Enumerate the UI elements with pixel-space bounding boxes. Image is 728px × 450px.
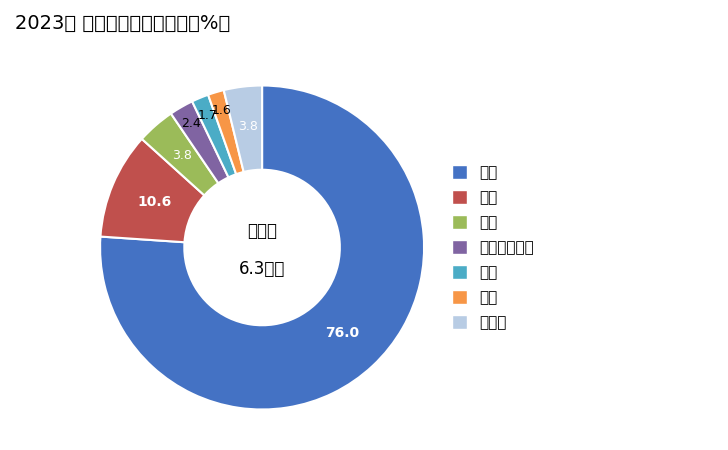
Text: 10.6: 10.6: [138, 195, 172, 209]
Text: 6.3億円: 6.3億円: [239, 260, 285, 278]
Text: 3.8: 3.8: [173, 149, 192, 162]
Wedge shape: [208, 90, 244, 174]
Wedge shape: [100, 86, 424, 410]
Text: 76.0: 76.0: [325, 326, 359, 340]
Legend: 韓国, 台湾, 中国, シンガポール, 米国, タイ, その他: 韓国, 台湾, 中国, シンガポール, 米国, タイ, その他: [452, 165, 534, 330]
Text: 2.4: 2.4: [181, 117, 201, 130]
Text: 1.7: 1.7: [197, 109, 218, 122]
Text: 総　額: 総 額: [247, 222, 277, 240]
Wedge shape: [223, 86, 262, 172]
Text: 3.8: 3.8: [237, 120, 258, 133]
Text: 1.6: 1.6: [212, 104, 232, 117]
Wedge shape: [100, 139, 205, 242]
Wedge shape: [142, 113, 218, 195]
Wedge shape: [192, 95, 236, 177]
Wedge shape: [171, 101, 229, 183]
Text: 2023年 輸出相手国のシェア（%）: 2023年 輸出相手国のシェア（%）: [15, 14, 230, 32]
